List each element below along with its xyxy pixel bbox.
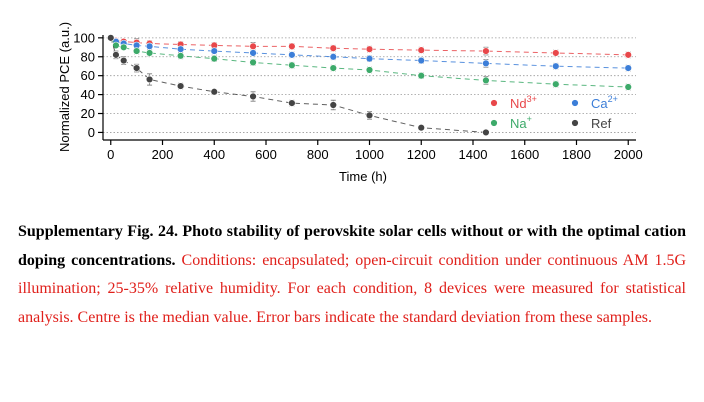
data-point xyxy=(132,47,141,55)
data-point xyxy=(482,59,490,68)
legend-label: Nd3+ xyxy=(510,94,537,111)
data-point xyxy=(112,41,120,50)
data-point xyxy=(176,45,185,53)
data-point xyxy=(132,64,141,72)
data-point xyxy=(365,66,374,74)
data-point xyxy=(365,45,374,53)
data-point xyxy=(119,43,128,51)
data-point xyxy=(249,58,257,67)
x-tick-label: 1200 xyxy=(407,147,436,162)
figure-caption: Supplementary Fig. 24. Photo stability o… xyxy=(18,218,686,332)
data-point xyxy=(329,53,337,61)
data-point xyxy=(288,61,296,69)
y-tick-label: 80 xyxy=(81,49,95,64)
data-point xyxy=(176,52,185,60)
data-point xyxy=(288,99,296,107)
data-point xyxy=(288,42,296,51)
data-point xyxy=(365,54,374,63)
data-point xyxy=(145,49,154,57)
caption-conditions: Conditions: encapsulated; open-circuit c… xyxy=(18,251,686,326)
data-point xyxy=(482,76,490,85)
legend-marker xyxy=(490,119,498,127)
data-point xyxy=(624,83,632,91)
series-trend-line xyxy=(110,37,629,56)
y-tick-label: 0 xyxy=(88,125,95,140)
y-tick-label: 40 xyxy=(81,87,95,102)
legend-marker xyxy=(571,119,579,127)
data-point xyxy=(249,42,257,51)
x-tick-label: 1000 xyxy=(355,147,384,162)
series-trend-line xyxy=(110,37,629,69)
data-point xyxy=(624,64,632,72)
data-point xyxy=(210,54,218,63)
x-tick-label: 600 xyxy=(255,147,277,162)
x-axis-label: Time (h) xyxy=(339,169,387,184)
caption-title: Supplementary Fig. 24. Photo stability o… xyxy=(18,223,686,269)
legend-marker xyxy=(490,99,498,107)
data-point xyxy=(119,56,128,65)
y-tick-label: 20 xyxy=(81,106,95,121)
x-tick-label: 200 xyxy=(152,147,174,162)
data-point xyxy=(210,88,218,96)
data-point xyxy=(482,47,490,55)
legend-label: Ref xyxy=(591,116,612,131)
data-point xyxy=(249,92,257,101)
data-point xyxy=(107,34,115,42)
series-trend-line xyxy=(110,37,486,133)
series-trend-line xyxy=(110,37,629,88)
data-point xyxy=(552,49,560,57)
data-point xyxy=(365,111,374,120)
x-tick-label: 1400 xyxy=(459,147,488,162)
data-point xyxy=(329,64,337,72)
legend-label: Ca2+ xyxy=(591,94,618,111)
x-tick-label: 2000 xyxy=(614,147,643,162)
x-tick-label: 400 xyxy=(203,147,225,162)
x-tick-label: 800 xyxy=(307,147,329,162)
data-point xyxy=(210,47,218,55)
data-point xyxy=(329,101,337,109)
data-point xyxy=(176,82,185,90)
data-point xyxy=(624,51,632,59)
data-point xyxy=(145,75,154,84)
x-tick-label: 1800 xyxy=(562,147,591,162)
data-point xyxy=(417,124,425,132)
y-tick-label: 100 xyxy=(73,30,95,45)
data-point xyxy=(329,44,337,52)
y-axis-label: Normalized PCE (a.u.) xyxy=(57,22,72,152)
data-point xyxy=(249,49,257,57)
data-point xyxy=(552,62,560,70)
data-point xyxy=(417,46,425,54)
data-point xyxy=(417,56,425,65)
data-point xyxy=(417,71,425,80)
legend-marker xyxy=(571,99,579,107)
data-point xyxy=(112,51,120,59)
data-point xyxy=(288,51,296,59)
y-tick-label: 60 xyxy=(81,68,95,83)
legend-label: Na+ xyxy=(510,114,532,131)
data-point xyxy=(145,42,154,51)
data-point xyxy=(552,80,560,88)
data-point xyxy=(482,128,490,137)
x-tick-label: 0 xyxy=(107,147,114,162)
chart-figure: 0 20 40 60 80 100 0 200 400 600 800 1000 1200 1400 160… xyxy=(57,22,643,184)
x-tick-label: 1600 xyxy=(510,147,539,162)
